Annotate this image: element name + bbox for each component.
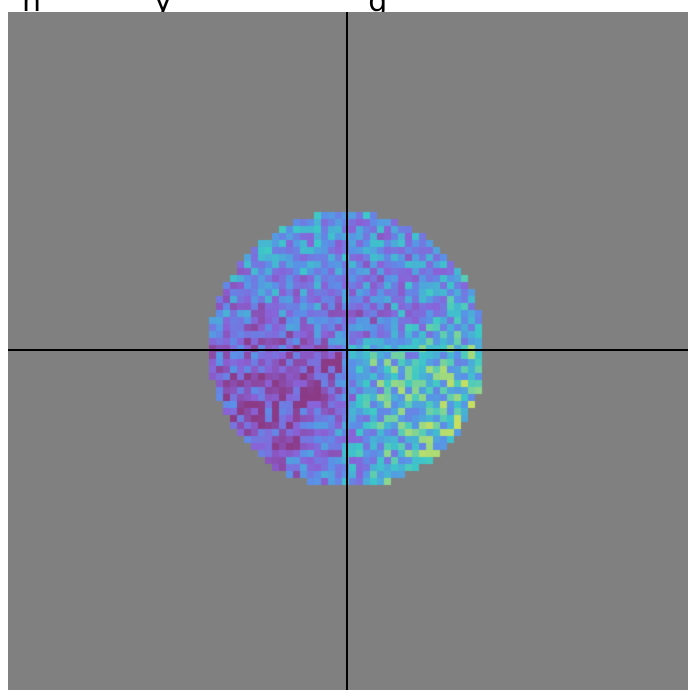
image-panel bbox=[8, 12, 688, 690]
crosshair-horizontal bbox=[8, 349, 688, 351]
noise-disc-image bbox=[8, 12, 688, 690]
crosshair-vertical bbox=[346, 12, 348, 690]
